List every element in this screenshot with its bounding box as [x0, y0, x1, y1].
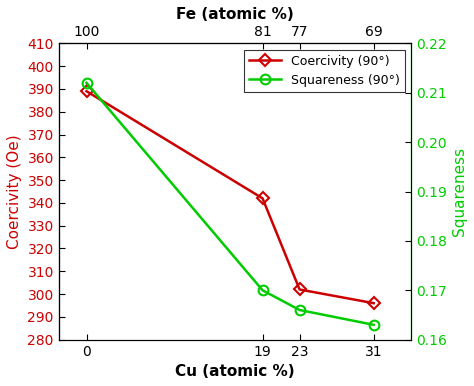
Y-axis label: Coercivity (Oe): Coercivity (Oe)	[7, 134, 22, 249]
Coercivity (90°)	[84, 89, 90, 93]
Squareness (90°)	[297, 308, 302, 312]
Coercivity (90°)	[371, 301, 376, 305]
X-axis label: Fe (atomic %): Fe (atomic %)	[176, 7, 293, 22]
Legend: Coercivity (90°), Squareness (90°): Coercivity (90°), Squareness (90°)	[245, 50, 404, 92]
Coercivity (90°)	[297, 287, 302, 292]
X-axis label: Cu (atomic %): Cu (atomic %)	[175, 364, 294, 379]
Line: Coercivity (90°): Coercivity (90°)	[82, 87, 378, 307]
Y-axis label: Squareness: Squareness	[452, 147, 467, 236]
Squareness (90°)	[84, 81, 90, 85]
Coercivity (90°)	[260, 196, 265, 201]
Line: Squareness (90°): Squareness (90°)	[82, 78, 379, 330]
Squareness (90°)	[371, 323, 376, 327]
Squareness (90°)	[260, 288, 265, 293]
